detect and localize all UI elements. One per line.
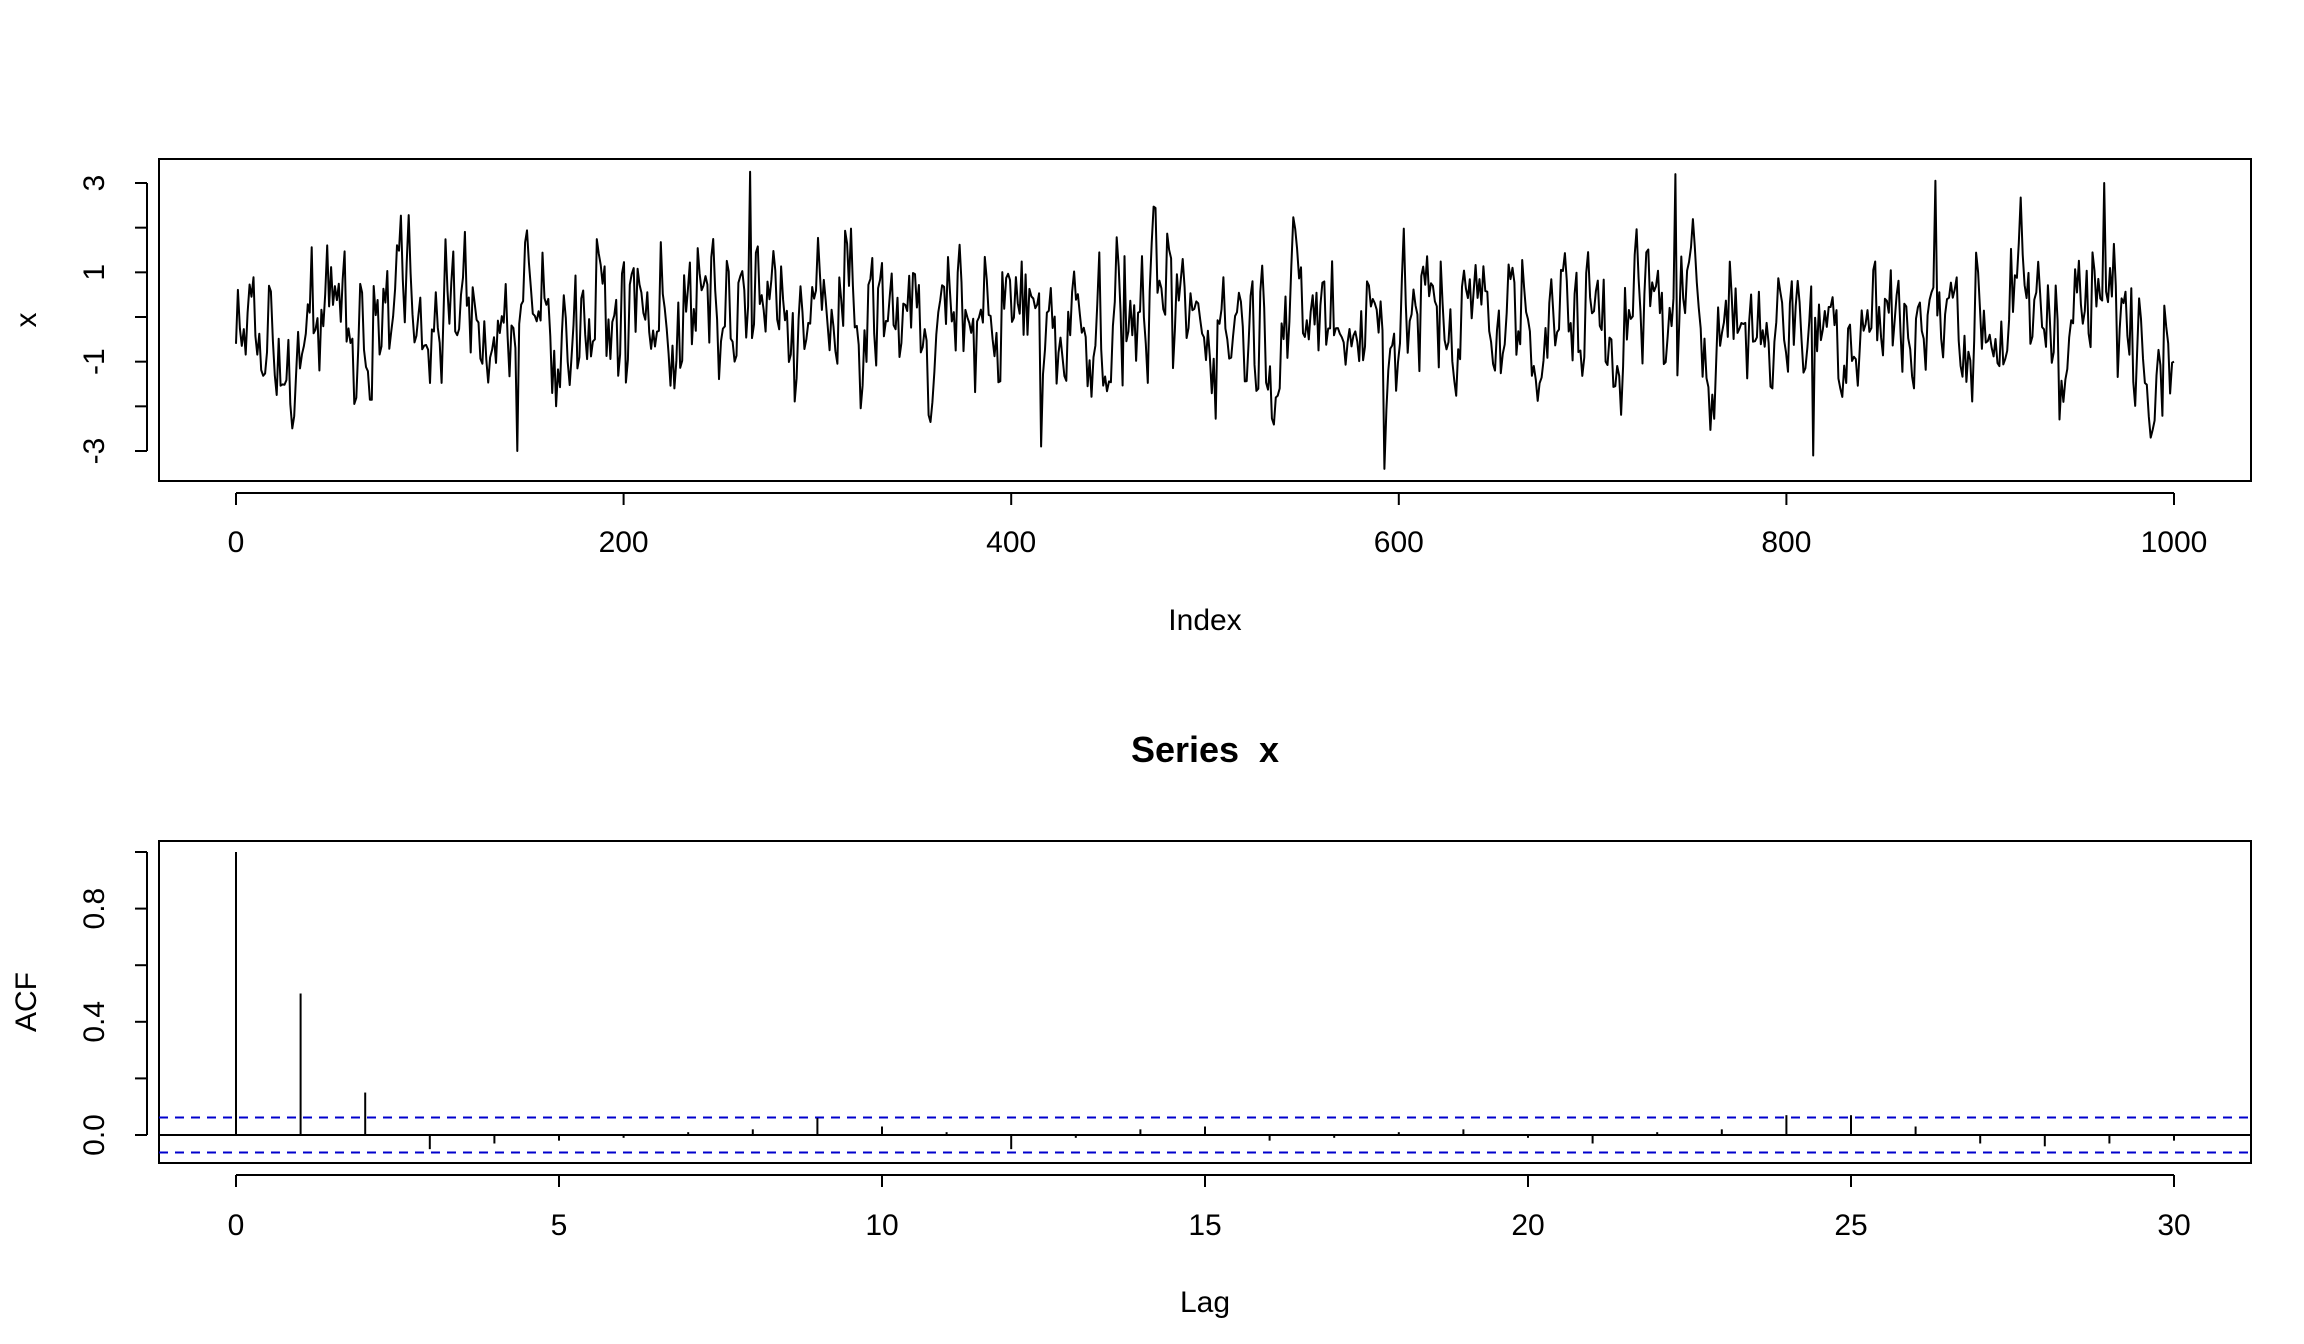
acf-y-tick-label: 0.4	[78, 1001, 111, 1043]
time-series-x-tick-label: 600	[1374, 526, 1424, 559]
acf-title: Series x	[1131, 729, 1279, 770]
acf-y-tick-label: 0.0	[78, 1114, 111, 1156]
time-series-panel: 0 200 400 600 800 1000 -3 -1 1 3 Index x	[10, 158, 2252, 637]
time-series-x-tick-label: 800	[1761, 526, 1811, 559]
acf-x-tick-label: 0	[228, 1209, 245, 1242]
time-series-y-tick-label: 3	[78, 175, 111, 192]
acf-x-tick-label: 25	[1834, 1209, 1867, 1242]
time-series-x-axis: 0 200 400 600 800 1000	[228, 492, 2208, 559]
acf-panel: Series x 0 5 10 15 20 25 30 0.0 0.4 0.8 Lag ACF	[10, 729, 2252, 1319]
acf-x-tick-label: 20	[1511, 1209, 1544, 1242]
time-series-x-tick-label: 1000	[2141, 526, 2208, 559]
time-series-x-tick-label: 400	[986, 526, 1036, 559]
time-series-plot-frame	[158, 158, 2252, 482]
acf-x-tick-label: 10	[865, 1209, 898, 1242]
acf-y-tick-label: 0.8	[78, 888, 111, 930]
acf-x-tick-label: 15	[1188, 1209, 1221, 1242]
acf-x-axis: 0 5 10 15 20 25 30	[228, 1174, 2191, 1242]
time-series-y-tick-label: -1	[78, 348, 111, 375]
acf-plot-frame	[158, 840, 2252, 1164]
acf-bars	[235, 852, 2175, 1150]
time-series-x-label: Index	[1168, 604, 1241, 637]
acf-x-label: Lag	[1180, 1286, 1230, 1319]
acf-y-axis: 0.0 0.4 0.8	[78, 851, 148, 1156]
time-series-y-label: x	[10, 313, 43, 328]
acf-x-tick-label: 5	[551, 1209, 568, 1242]
time-series-y-axis: -3 -1 1 3	[78, 175, 148, 465]
time-series-y-tick-label: 1	[78, 264, 111, 281]
acf-y-label: ACF	[10, 972, 43, 1032]
time-series-x-tick-label: 0	[228, 526, 245, 559]
time-series-x-tick-label: 200	[599, 526, 649, 559]
acf-x-tick-label: 30	[2157, 1209, 2190, 1242]
time-series-line	[235, 170, 2175, 470]
time-series-y-tick-label: -3	[78, 438, 111, 465]
